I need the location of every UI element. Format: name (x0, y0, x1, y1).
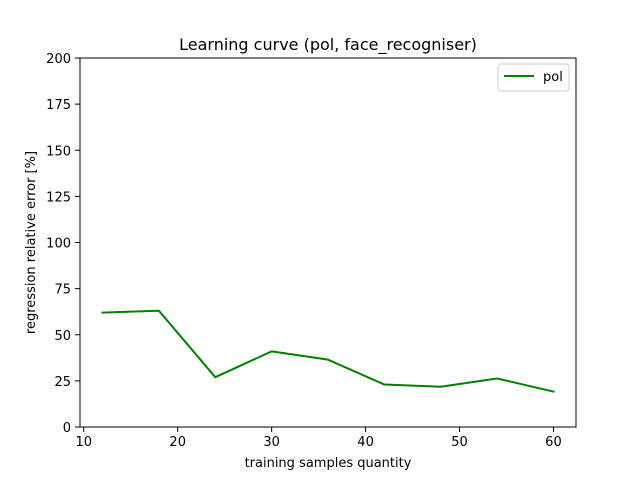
y-axis-label: regression relative error [%] (24, 151, 39, 334)
x-axis-label: training samples quantity (245, 456, 412, 471)
y-axis-ticks: 0 25 50 75 100 125 150 175 200 (46, 52, 80, 436)
y-tick-label: 175 (46, 98, 71, 113)
y-tick-label: 200 (46, 52, 71, 67)
x-axis-ticks: 10 20 30 40 50 60 (75, 427, 562, 450)
x-tick-label: 40 (357, 435, 374, 450)
x-tick-label: 50 (451, 435, 468, 450)
x-tick-label: 20 (169, 435, 186, 450)
y-tick-label: 100 (46, 237, 71, 252)
y-tick-label: 50 (54, 329, 71, 344)
y-tick-label: 0 (63, 421, 71, 436)
y-tick-label: 25 (54, 375, 71, 390)
x-tick-label: 10 (75, 435, 92, 450)
chart-title: Learning curve (pol, face_recogniser) (179, 35, 477, 55)
x-tick-label: 60 (545, 435, 562, 450)
legend-label-pol: pol (543, 70, 563, 85)
series-layer (101, 309, 555, 393)
legend-box (497, 63, 570, 92)
y-tick-label: 75 (54, 283, 71, 298)
x-tick-label: 30 (263, 435, 280, 450)
y-tick-label: 125 (46, 190, 71, 205)
y-tick-label: 150 (46, 144, 71, 159)
legend: pol (497, 63, 570, 92)
